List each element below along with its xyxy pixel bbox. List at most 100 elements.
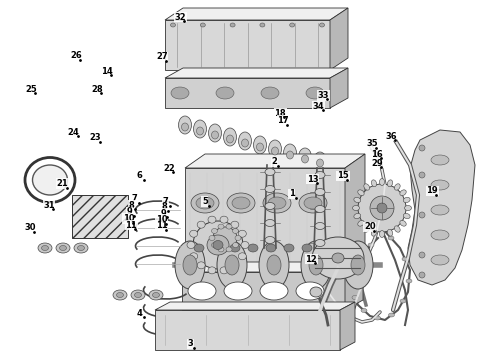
Polygon shape [330, 8, 348, 70]
Ellipse shape [259, 241, 289, 289]
Text: 35: 35 [367, 139, 378, 148]
Ellipse shape [218, 247, 224, 252]
Ellipse shape [260, 23, 265, 27]
Ellipse shape [310, 287, 322, 297]
Ellipse shape [284, 244, 294, 252]
Ellipse shape [352, 206, 360, 211]
Ellipse shape [38, 243, 52, 253]
Ellipse shape [371, 229, 377, 236]
Ellipse shape [131, 290, 145, 300]
Ellipse shape [296, 282, 324, 300]
Ellipse shape [364, 226, 369, 232]
Ellipse shape [266, 244, 276, 252]
Ellipse shape [405, 206, 412, 211]
Ellipse shape [419, 145, 425, 151]
Text: 18: 18 [274, 109, 286, 118]
Text: 14: 14 [101, 67, 113, 76]
Ellipse shape [218, 224, 224, 229]
Ellipse shape [265, 202, 275, 210]
Ellipse shape [302, 244, 312, 252]
Text: 23: 23 [90, 133, 101, 142]
Polygon shape [345, 262, 363, 310]
Ellipse shape [357, 259, 363, 263]
Ellipse shape [271, 147, 278, 155]
Text: 32: 32 [174, 13, 186, 22]
Text: 30: 30 [24, 223, 36, 232]
Ellipse shape [32, 165, 68, 195]
Ellipse shape [113, 290, 127, 300]
Ellipse shape [152, 292, 160, 297]
Ellipse shape [242, 139, 248, 147]
Ellipse shape [406, 279, 412, 283]
Polygon shape [185, 168, 345, 268]
Ellipse shape [315, 171, 325, 179]
Text: 5: 5 [202, 197, 208, 206]
Ellipse shape [358, 190, 364, 195]
Ellipse shape [212, 243, 218, 248]
Ellipse shape [238, 253, 246, 260]
Ellipse shape [358, 184, 406, 232]
Polygon shape [182, 272, 345, 310]
Text: 7: 7 [132, 194, 138, 203]
Text: 11: 11 [156, 221, 168, 230]
Ellipse shape [317, 159, 323, 167]
Ellipse shape [232, 197, 250, 209]
Ellipse shape [361, 309, 367, 312]
Ellipse shape [117, 292, 123, 297]
Ellipse shape [290, 23, 294, 27]
Text: 2: 2 [271, 158, 277, 166]
Ellipse shape [431, 205, 449, 215]
Ellipse shape [223, 128, 237, 146]
Ellipse shape [352, 296, 358, 300]
Polygon shape [408, 130, 475, 285]
Ellipse shape [212, 244, 222, 252]
Ellipse shape [213, 227, 237, 249]
Polygon shape [182, 262, 363, 272]
Text: 20: 20 [364, 222, 376, 231]
Ellipse shape [419, 252, 425, 258]
Ellipse shape [253, 136, 267, 154]
Ellipse shape [224, 282, 252, 300]
Ellipse shape [350, 278, 357, 282]
Ellipse shape [235, 235, 241, 240]
Polygon shape [185, 154, 365, 168]
Ellipse shape [171, 87, 189, 99]
Ellipse shape [77, 246, 84, 251]
Text: 22: 22 [163, 164, 175, 173]
Ellipse shape [194, 120, 206, 138]
Text: 26: 26 [70, 51, 82, 60]
Text: 36: 36 [385, 132, 397, 140]
Ellipse shape [196, 127, 203, 135]
Ellipse shape [343, 241, 373, 289]
Ellipse shape [268, 197, 286, 209]
Bar [72, 195, 128, 238]
Ellipse shape [239, 132, 251, 150]
Text: 16: 16 [371, 150, 383, 158]
Polygon shape [155, 310, 340, 350]
Ellipse shape [419, 172, 425, 178]
Text: 27: 27 [156, 52, 168, 61]
Ellipse shape [301, 155, 309, 163]
Ellipse shape [332, 253, 344, 263]
Ellipse shape [231, 262, 239, 269]
Polygon shape [165, 20, 330, 70]
Ellipse shape [315, 222, 325, 230]
Ellipse shape [197, 221, 205, 228]
Text: 9: 9 [160, 208, 166, 217]
Ellipse shape [312, 237, 364, 279]
Ellipse shape [400, 299, 406, 303]
Ellipse shape [309, 255, 323, 275]
Ellipse shape [207, 235, 229, 255]
Ellipse shape [231, 221, 239, 228]
Polygon shape [345, 154, 365, 268]
Ellipse shape [226, 135, 234, 143]
Ellipse shape [241, 242, 249, 248]
Ellipse shape [220, 267, 228, 274]
Text: 9: 9 [127, 207, 133, 216]
Ellipse shape [364, 184, 369, 190]
Ellipse shape [304, 197, 322, 209]
Ellipse shape [190, 253, 197, 260]
Text: 28: 28 [91, 85, 103, 94]
Ellipse shape [197, 262, 205, 269]
Ellipse shape [261, 87, 279, 99]
